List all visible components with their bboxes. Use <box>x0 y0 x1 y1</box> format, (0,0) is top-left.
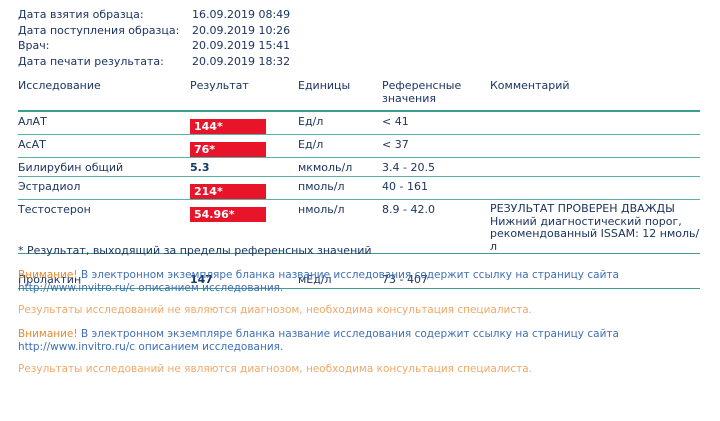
website-notice-line1: Внимание! В электронном экземпляре бланк… <box>18 269 708 282</box>
test-name: АлАТ <box>18 115 47 128</box>
test-result-cell: 214* <box>190 180 298 199</box>
column-header-result: Результат <box>190 79 249 92</box>
meta-value-receipt-date: 20.09.2019 10:26 <box>192 23 291 37</box>
meta-row: Дата печати результата: 20.09.2019 18:32 <box>18 55 358 71</box>
website-notice-line1: Внимание! В электронном экземпляре бланк… <box>18 328 708 341</box>
meta-value-collection-date: 16.09.2019 08:49 <box>192 8 291 21</box>
test-units: Ед/л <box>298 138 324 151</box>
meta-label-collection-date: Дата взятия образца: <box>18 8 144 21</box>
website-notice-line2[interactable]: http://www.invitro.ru/с описанием исслед… <box>18 282 284 294</box>
test-name: Билирубин общий <box>18 161 124 174</box>
test-comment-line1: РЕЗУЛЬТАТ ПРОВЕРЕН ДВАЖДЫ <box>490 202 675 215</box>
table-row: АсАТ 76* Ед/л < 37 <box>18 135 700 158</box>
meta-value-print-date: 20.09.2019 18:32 <box>192 54 291 68</box>
result-out-of-range-badge: 214* <box>190 184 266 199</box>
sample-metadata: Дата взятия образца: 16.09.2019 08:49 Да… <box>18 8 358 70</box>
test-units: мкмоль/л <box>298 161 353 174</box>
disclaimer-1: Результаты исследований не являются диаг… <box>18 304 533 316</box>
test-name: Пролактин <box>18 273 82 286</box>
website-notice-block-1: Внимание! В электронном экземпляре бланк… <box>18 269 708 295</box>
table-row: Билирубин общий 5.3 мкмоль/л 3.4 - 20.5 <box>18 158 700 177</box>
column-header-comment: Комментарий <box>490 79 570 92</box>
test-units: нмоль/л <box>298 203 345 216</box>
test-units: мЕд/л <box>298 273 332 286</box>
test-units: пмоль/л <box>298 180 345 193</box>
table-row: АлАТ 144* Ед/л < 41 <box>18 112 700 135</box>
test-result: 5.3 <box>190 161 210 174</box>
result-out-of-range-badge: 54.96* <box>190 207 266 222</box>
test-result: 147 <box>190 273 213 286</box>
table-header-rule <box>18 110 700 112</box>
test-reference: 3.4 - 20.5 <box>382 161 435 174</box>
column-header-reference: Референсные значения <box>382 79 490 105</box>
column-header-reference-line2: значения <box>382 91 437 105</box>
results-table: Исследование Результат Единицы Референсн… <box>18 79 700 289</box>
test-result-cell: 76* <box>190 138 298 157</box>
column-header-name: Исследование <box>18 79 101 92</box>
result-out-of-range-badge: 76* <box>190 142 266 157</box>
column-header-units: Единицы <box>298 79 351 92</box>
test-units: Ед/л <box>298 115 324 128</box>
test-result-cell: 54.96* <box>190 203 298 222</box>
meta-label-receipt-date: Дата поступления образца: <box>18 23 180 37</box>
attention-label: Внимание! <box>18 269 78 281</box>
meta-value-doctor: 20.09.2019 15:41 <box>192 39 291 52</box>
website-notice-text: В электронном экземпляре бланка название… <box>77 269 619 281</box>
test-reference: 73 - 407 <box>382 273 428 286</box>
test-name: Тестостерон <box>18 203 91 216</box>
attention-label: Внимание! <box>18 328 78 340</box>
test-comment-line3: рекомендованный ISSAM: 12 нмоль/л <box>490 227 700 253</box>
test-name: АсАТ <box>18 138 46 151</box>
column-header-reference-line1: Референсные <box>382 79 462 92</box>
meta-row: Дата взятия образца: 16.09.2019 08:49 <box>18 8 358 24</box>
website-notice-block-2: Внимание! В электронном экземпляре бланк… <box>18 328 708 354</box>
table-row: Тестостерон 54.96* нмоль/л 8.9 - 42.0 РЕ… <box>18 200 700 254</box>
test-comment-line2: Нижний диагностический порог, <box>490 214 682 228</box>
meta-row: Врач: 20.09.2019 15:41 <box>18 39 358 55</box>
meta-label-print-date: Дата печати результата: <box>18 54 164 68</box>
test-reference: 40 - 161 <box>382 180 428 193</box>
asterisk-legend: * Результат, выходящий за пределы рефере… <box>18 244 372 257</box>
website-notice-text: В электронном экземпляре бланка название… <box>77 328 619 340</box>
test-name: Эстрадиол <box>18 180 81 193</box>
meta-label-doctor: Врач: <box>18 39 50 52</box>
result-out-of-range-badge: 144* <box>190 119 266 134</box>
test-comment: РЕЗУЛЬТАТ ПРОВЕРЕН ДВАЖДЫ Нижний диагнос… <box>490 202 700 253</box>
disclaimer-2: Результаты исследований не являются диаг… <box>18 363 533 375</box>
table-header-row: Исследование Результат Единицы Референсн… <box>18 79 700 107</box>
table-row: Эстрадиол 214* пмоль/л 40 - 161 <box>18 177 700 200</box>
test-result-cell: 144* <box>190 115 298 134</box>
meta-row: Дата поступления образца: 20.09.2019 10:… <box>18 24 358 40</box>
test-reference: < 41 <box>382 115 409 128</box>
test-reference: 8.9 - 42.0 <box>382 203 435 216</box>
footnotes: * Результат, выходящий за пределы рефере… <box>18 244 708 387</box>
website-notice-line2[interactable]: http://www.invitro.ru/с описанием исслед… <box>18 341 284 353</box>
table-row: Пролактин 147 мЕд/л 73 - 407 <box>18 270 700 289</box>
test-reference: < 37 <box>382 138 409 151</box>
